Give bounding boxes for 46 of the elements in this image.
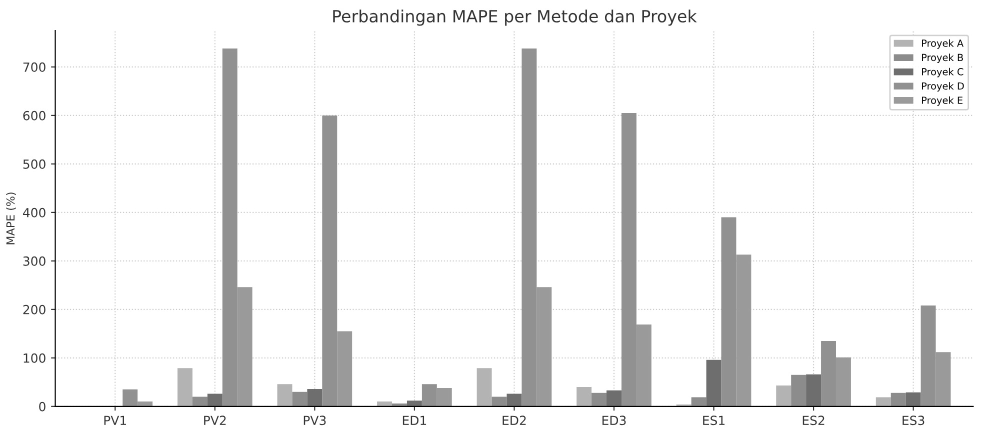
y-tick-label: 200 xyxy=(23,304,46,314)
x-tick-label: ES2 xyxy=(802,416,824,426)
bar xyxy=(492,396,507,406)
legend-label: Proyek C xyxy=(922,68,964,78)
x-tick-label: ES3 xyxy=(902,416,924,426)
x-tick-label: PV2 xyxy=(204,416,226,425)
y-tick-label: 500 xyxy=(23,159,46,169)
x-tick-label: PV1 xyxy=(104,416,126,425)
bar xyxy=(606,390,622,406)
bar xyxy=(277,384,292,406)
bar xyxy=(192,396,208,406)
bar xyxy=(691,397,706,406)
bar xyxy=(890,392,906,406)
x-tick-label: ED3 xyxy=(602,416,626,426)
bar xyxy=(406,400,422,406)
bar xyxy=(292,392,308,406)
chart-title: Perbandingan MAPE per Metode dan Proyek xyxy=(333,10,697,26)
y-tick-label: 0 xyxy=(39,402,46,412)
legend-label: Proyek E xyxy=(922,96,962,106)
x-tick-label: ED2 xyxy=(502,416,526,425)
bar xyxy=(906,392,921,406)
bar xyxy=(377,402,392,406)
y-tick-label: 100 xyxy=(24,353,46,363)
legend-label: Proyek D xyxy=(922,82,964,92)
legend-label: Proyek A xyxy=(922,39,964,49)
bar xyxy=(476,368,492,406)
y-tick-label: 700 xyxy=(23,62,46,72)
y-tick-label: 300 xyxy=(23,256,46,266)
x-tick-label: ES1 xyxy=(703,416,725,426)
bar xyxy=(207,394,222,406)
legend-label: Proyek B xyxy=(922,54,963,64)
bar xyxy=(706,360,722,406)
bar xyxy=(806,374,822,406)
bar xyxy=(177,368,192,406)
bar xyxy=(776,386,792,406)
y-tick-label: 600 xyxy=(23,110,46,120)
bar xyxy=(576,387,592,406)
bar xyxy=(307,388,322,406)
bar xyxy=(506,394,522,406)
x-tick-label: ED1 xyxy=(402,416,426,425)
bar xyxy=(791,374,806,406)
bar xyxy=(592,392,607,406)
y-tick-label: 400 xyxy=(22,208,46,218)
y-axis-title: MAPE (%) xyxy=(6,192,16,244)
x-tick-label: PV3 xyxy=(304,416,326,426)
bar xyxy=(876,397,891,406)
